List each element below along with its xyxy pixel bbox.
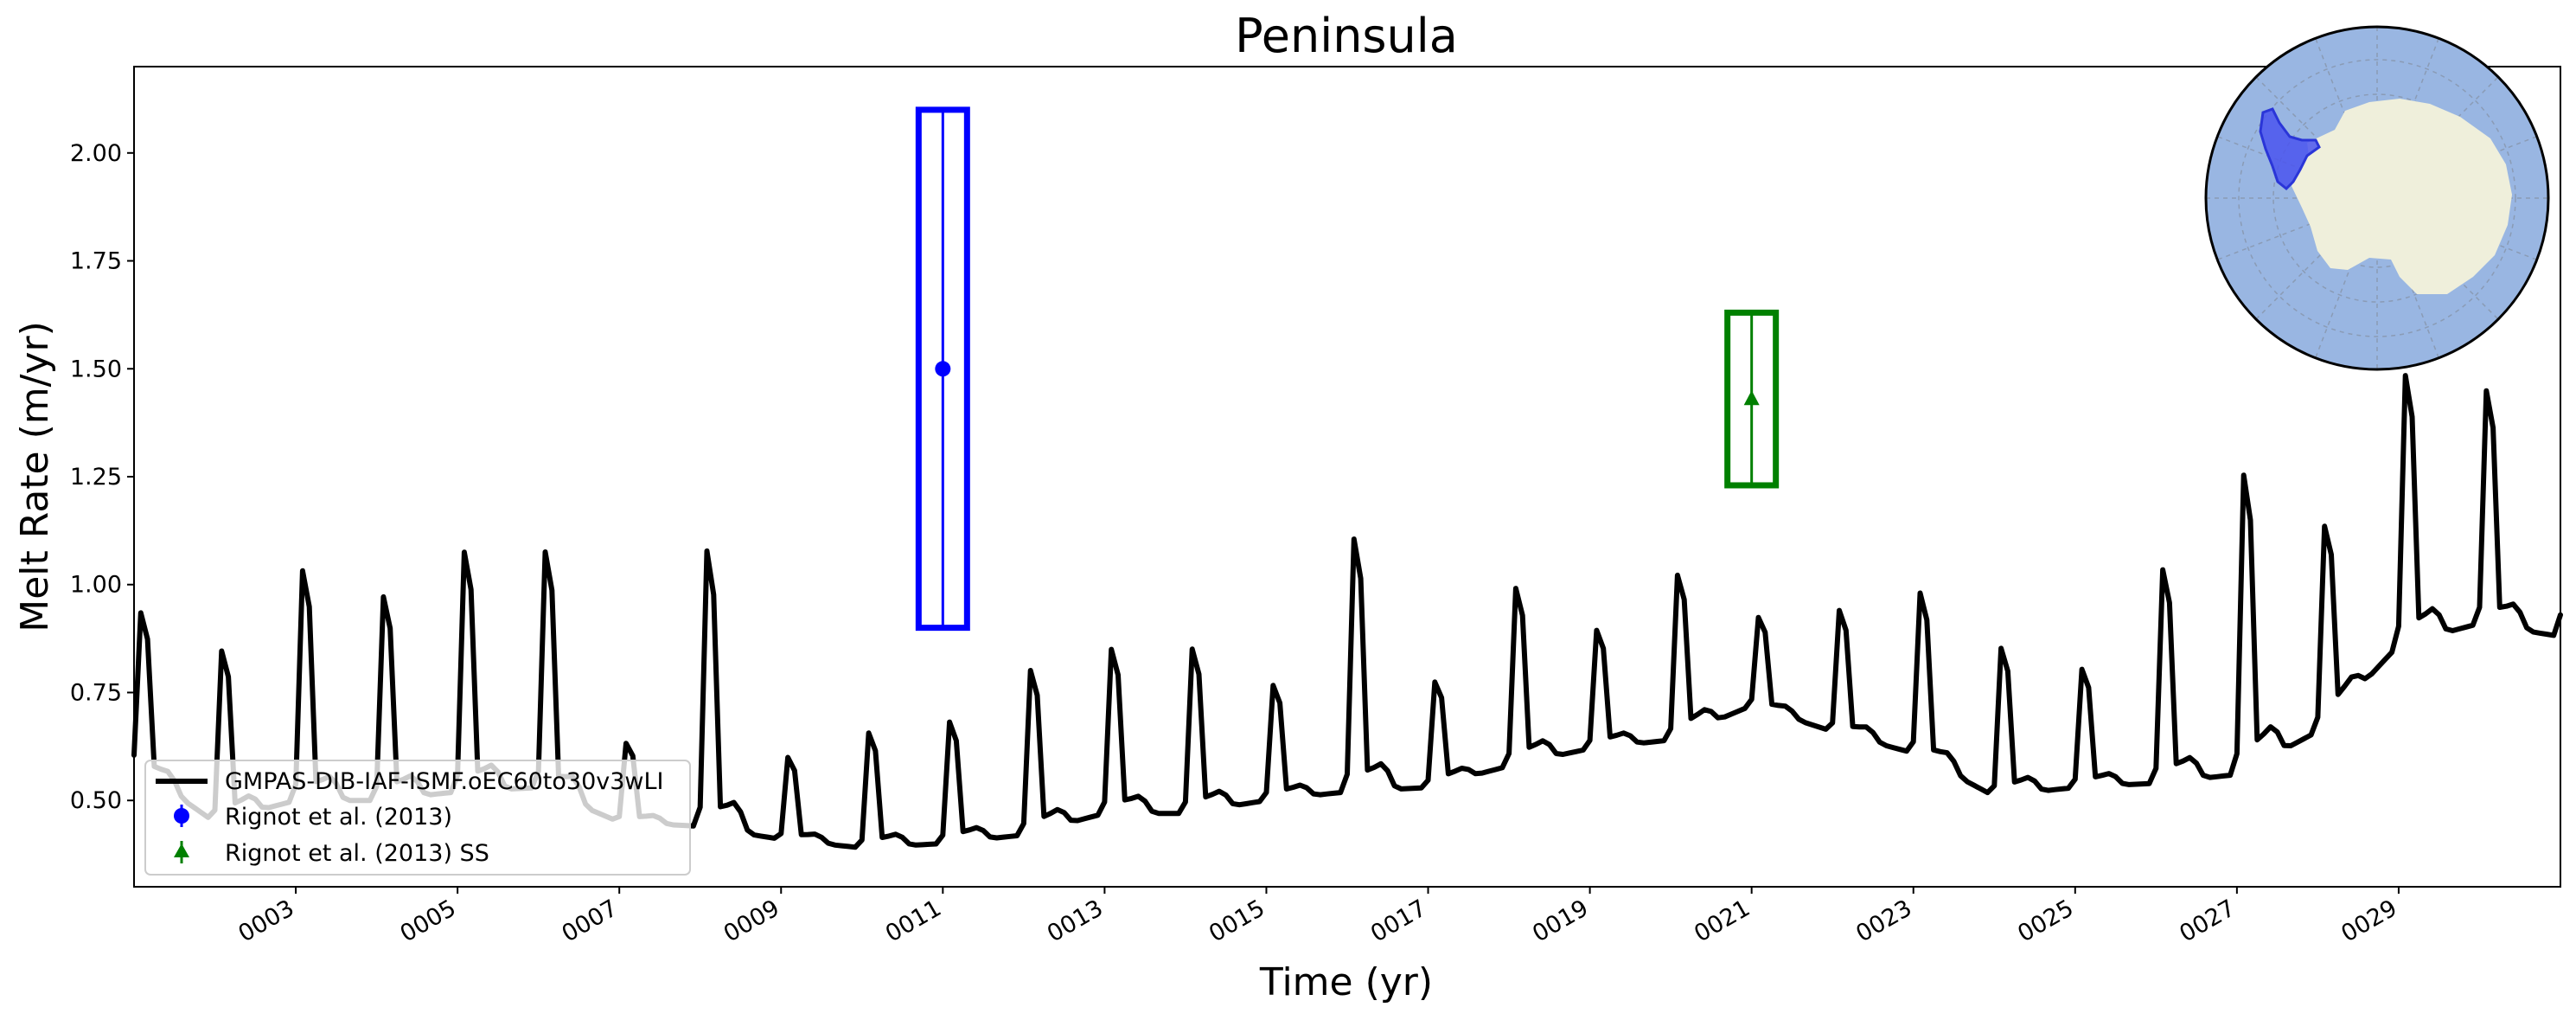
y-tick-label: 2.00 [70, 140, 122, 167]
plot-frame [133, 66, 2561, 888]
x-tick-label: 0011 [881, 895, 946, 947]
legend-box [144, 760, 691, 876]
antarctica-inset-map [2204, 25, 2550, 371]
x-tick-label: 0027 [2175, 895, 2240, 947]
x-tick-label: 0019 [1528, 895, 1593, 947]
x-tick-label: 0025 [2013, 895, 2078, 947]
x-axis-label: Time (yr) [1259, 960, 1433, 1004]
antarctica-landmass [2292, 99, 2512, 294]
x-tick-label: 0009 [719, 895, 784, 947]
chart-title: Peninsula [1235, 9, 1458, 63]
legend-marker-rignot [174, 808, 189, 824]
x-tick-label: 0005 [396, 895, 461, 947]
y-axis-ticks: 0.50 0.75 1.00 1.25 1.50 1.75 2.00 [70, 140, 134, 814]
x-tick-label: 0007 [558, 895, 623, 947]
y-tick-label: 1.75 [70, 248, 122, 275]
y-axis-label: Melt Rate (m/yr) [13, 321, 57, 632]
x-tick-label: 0023 [1851, 895, 1916, 947]
y-tick-label: 1.50 [70, 356, 122, 382]
observation-markers [915, 106, 1780, 632]
y-tick-label: 1.00 [70, 572, 122, 599]
x-tick-label: 0029 [2336, 895, 2401, 947]
x-tick-label: 0013 [1043, 895, 1108, 947]
peninsula-highlight [2259, 107, 2321, 191]
x-tick-label: 0017 [1366, 895, 1431, 947]
inset-border [2204, 25, 2550, 371]
y-tick-label: 0.50 [70, 787, 122, 814]
y-tick-label: 0.75 [70, 679, 122, 706]
legend-marker-rignot-ss [174, 844, 189, 857]
x-tick-label: 0003 [234, 895, 299, 947]
x-tick-label: 0021 [1690, 895, 1755, 947]
marker-rignot-ss [1743, 390, 1760, 406]
y-tick-label: 1.25 [70, 464, 122, 491]
marker-rignot [935, 361, 951, 377]
x-axis-ticks: 0003 0005 0007 0009 0011 0013 0015 0017 0019 0021… [234, 887, 2401, 947]
legend: GMPAS-DIB-IAF-ISMF.oEC60to30v3wLI Rignot… [144, 760, 691, 876]
legend-label-rignot: Rignot et al. (2013) [225, 804, 452, 831]
x-tick-label: 0015 [1205, 895, 1269, 947]
legend-label-rignot-ss: Rignot et al. (2013) SS [225, 840, 489, 867]
legend-label-model: GMPAS-DIB-IAF-ISMF.oEC60to30v3wLI [225, 768, 664, 795]
